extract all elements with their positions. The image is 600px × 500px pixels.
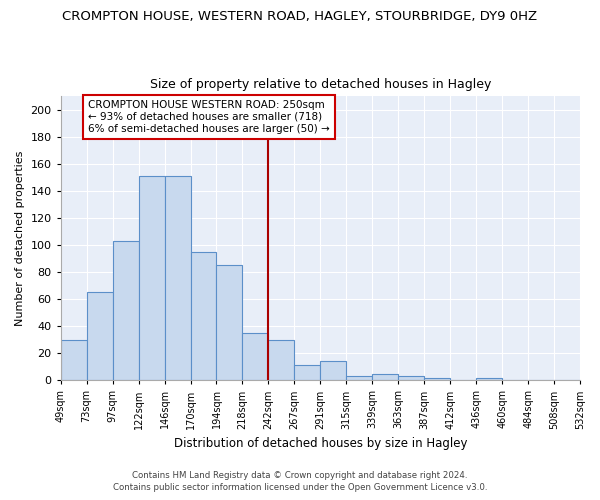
- Text: Contains HM Land Registry data © Crown copyright and database right 2024.
Contai: Contains HM Land Registry data © Crown c…: [113, 471, 487, 492]
- Bar: [113, 241, 139, 380]
- Title: Size of property relative to detached houses in Hagley: Size of property relative to detached ho…: [149, 78, 491, 91]
- Bar: [295, 366, 320, 380]
- Bar: [424, 378, 450, 380]
- Bar: [191, 252, 217, 380]
- Bar: [86, 292, 113, 380]
- Bar: [398, 376, 424, 380]
- Bar: [139, 176, 164, 380]
- Bar: [476, 378, 502, 380]
- Y-axis label: Number of detached properties: Number of detached properties: [15, 150, 25, 326]
- Bar: [164, 176, 191, 380]
- Bar: [61, 340, 86, 380]
- Bar: [242, 333, 268, 380]
- Bar: [217, 266, 242, 380]
- Text: CROMPTON HOUSE, WESTERN ROAD, HAGLEY, STOURBRIDGE, DY9 0HZ: CROMPTON HOUSE, WESTERN ROAD, HAGLEY, ST…: [62, 10, 538, 23]
- Bar: [320, 362, 346, 380]
- Bar: [346, 376, 372, 380]
- Bar: [268, 340, 295, 380]
- X-axis label: Distribution of detached houses by size in Hagley: Distribution of detached houses by size …: [173, 437, 467, 450]
- Text: CROMPTON HOUSE WESTERN ROAD: 250sqm
← 93% of detached houses are smaller (718)
6: CROMPTON HOUSE WESTERN ROAD: 250sqm ← 93…: [88, 100, 330, 134]
- Bar: [372, 374, 398, 380]
